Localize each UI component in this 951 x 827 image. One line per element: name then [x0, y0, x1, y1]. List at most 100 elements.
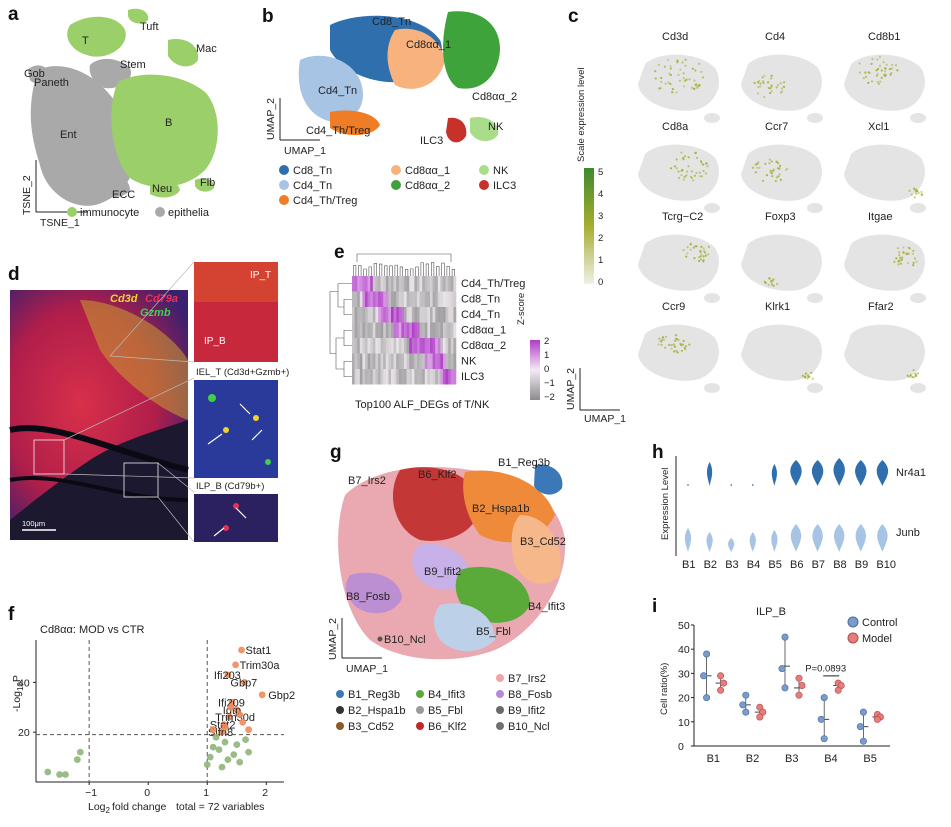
- expression-dot: [699, 258, 703, 261]
- expression-dot: [684, 345, 688, 348]
- feature-plot-ffar2: Ffar2: [844, 301, 926, 393]
- volcano-point: [258, 691, 266, 699]
- volcano-total-label: total = 72 variables: [176, 801, 264, 813]
- expression-dot: [780, 91, 783, 94]
- heatmap-cell: [372, 291, 376, 307]
- roi-box: [123, 462, 159, 498]
- expression-dot: [682, 72, 685, 75]
- expression-dot: [662, 338, 665, 341]
- cd79b-cell: [223, 525, 229, 531]
- violin-group-b10: B10: [876, 559, 896, 571]
- heatmap-cell: [411, 291, 415, 307]
- expression-dot: [677, 73, 680, 76]
- umap-background: [638, 144, 719, 201]
- heatmap-cell: [365, 276, 368, 292]
- stain-cd3d: Cd3d: [110, 293, 138, 305]
- expression-dot: [699, 160, 703, 163]
- colorbar-tick: 4: [598, 189, 603, 200]
- expression-dot: [777, 175, 780, 178]
- data-point-control: [781, 633, 789, 641]
- expression-dot: [911, 252, 915, 255]
- expression-dot: [771, 175, 774, 178]
- cluster-label-cd8-2: Cd8αα_2: [472, 91, 517, 103]
- heatmap-cell: [435, 322, 439, 338]
- heatmap-cell: [372, 276, 376, 292]
- volcano-point: [224, 756, 232, 763]
- zscore-tick: 0: [544, 364, 549, 375]
- expression-dot: [858, 62, 861, 65]
- expression-dot: [898, 251, 901, 254]
- gzmb-cell: [265, 459, 271, 465]
- heatmap-row-cd4-th-treg: Cd4_Th/Treg: [461, 278, 525, 290]
- panel-d-immunofluorescence: 100μm Cd3d Cd79a Gzmb IP_T IP_B IEL_T (C…: [9, 261, 289, 543]
- legend-dot-cd8-2: [391, 180, 401, 190]
- umap-b-y-label: UMAP_2: [265, 98, 277, 140]
- heatmap-cell: [357, 369, 361, 385]
- expression-dot: [775, 176, 778, 179]
- panel-h-violin: Expression Level B1 B2 B3 B4 B5 B6 B7 B8 B9 B10 Nr…: [660, 456, 926, 571]
- volcano-point: [230, 751, 238, 758]
- dendrogram-branch: [337, 283, 352, 308]
- dendrogram-branch: [358, 265, 362, 276]
- legend-dot-control: [847, 616, 859, 628]
- gene-title-cd8b1: Cd8b1: [868, 31, 900, 43]
- cluster-label-cd4-th-treg: Cd4_Th/Treg: [306, 125, 370, 137]
- legend-label-cd4-th-treg: Cd4_Th/Treg: [293, 195, 357, 207]
- expression-dot: [675, 167, 678, 170]
- gene-title-cd8a: Cd8a: [662, 121, 689, 133]
- violin-junb: [706, 532, 713, 552]
- violin-group-b8: B8: [833, 559, 846, 571]
- heatmap-cell: [443, 307, 446, 323]
- expression-dot: [897, 263, 900, 266]
- expression-dot: [778, 164, 782, 167]
- expression-dot: [675, 337, 678, 340]
- heatmap-cell: [448, 369, 452, 385]
- expression-dot: [770, 160, 773, 163]
- heatmap-cell: [354, 369, 358, 385]
- legend-dot-cd4-th-treg: [279, 195, 289, 205]
- heatmap-cell: [383, 369, 387, 385]
- dotplot-title: ILP_B: [756, 606, 786, 618]
- expression-dot: [913, 376, 916, 379]
- expression-dot: [698, 175, 702, 178]
- heatmap-cell: [378, 353, 381, 369]
- legend-label-control: Control: [862, 617, 897, 629]
- heatmap-cell: [385, 369, 389, 385]
- legend-label-b6-klf2: B6_Klf2: [428, 721, 467, 733]
- expression-dot: [692, 246, 695, 249]
- expression-dot: [670, 344, 673, 347]
- inset-ilp: [194, 494, 278, 542]
- expression-dot: [776, 282, 779, 286]
- heatmap-cell: [385, 276, 389, 292]
- heatmap-cell: [411, 369, 415, 385]
- volcano-x-label-sub: 2: [106, 806, 111, 815]
- dendrogram-branch: [420, 262, 424, 276]
- expression-dot: [671, 91, 674, 94]
- heatmap-cell: [372, 353, 376, 369]
- cluster-label-b5-fbl: B5_Fbl: [476, 626, 511, 638]
- umap-background: [844, 54, 925, 111]
- expression-dot: [778, 173, 781, 176]
- cluster-cd4-th-treg: [330, 110, 380, 136]
- heatmap-cell: [365, 338, 368, 354]
- volcano-point: [62, 771, 69, 778]
- heatmap-cell: [352, 353, 355, 369]
- expression-dot: [674, 334, 678, 337]
- heatmap-cell: [445, 276, 449, 292]
- volcano-point: [206, 753, 214, 761]
- colorbar-tick: 2: [598, 233, 603, 244]
- expression-dot: [759, 82, 762, 85]
- cd3d-cell: [253, 415, 259, 421]
- heatmap-cell: [354, 307, 358, 323]
- heatmap-cell: [404, 353, 407, 369]
- data-point-control: [742, 708, 750, 716]
- dendrogram-branch: [343, 329, 352, 347]
- expression-dot: [667, 81, 670, 84]
- expression-dot: [660, 80, 663, 83]
- umap-satellite: [910, 293, 926, 303]
- cluster-label-b3-cd52: B3_Cd52: [520, 536, 566, 548]
- umap-satellite: [910, 203, 926, 213]
- legend-dot-b10-ncl: [496, 722, 504, 730]
- expression-dot: [658, 337, 661, 340]
- heatmap-cell: [448, 338, 452, 354]
